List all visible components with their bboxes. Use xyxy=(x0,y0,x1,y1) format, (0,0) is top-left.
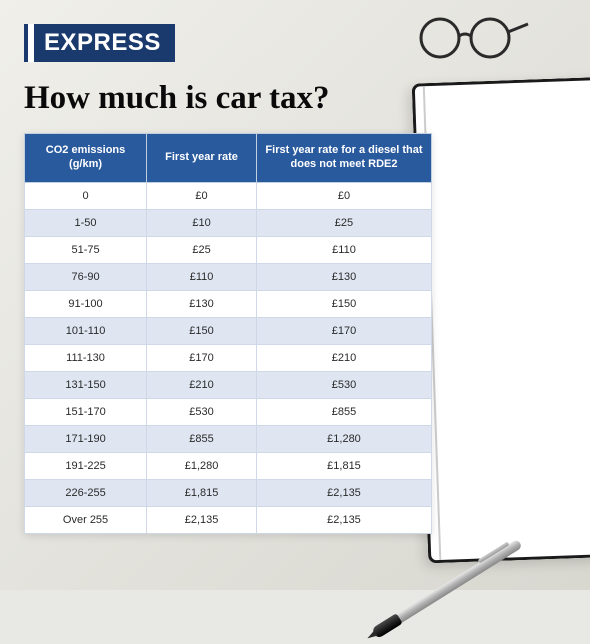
content-panel: EXPRESS How much is car tax? CO2 emissio… xyxy=(24,24,566,534)
table-cell: 101-110 xyxy=(25,317,147,344)
table-cell: £170 xyxy=(256,317,431,344)
col-first-year: First year rate xyxy=(147,134,257,183)
table-cell: £0 xyxy=(256,182,431,209)
table-cell: 76-90 xyxy=(25,263,147,290)
table-cell: £150 xyxy=(147,317,257,344)
table-cell: £130 xyxy=(147,290,257,317)
tax-table: CO2 emissions (g/km) First year rate Fir… xyxy=(24,133,432,534)
table-cell: £210 xyxy=(256,344,431,371)
table-cell: 171-190 xyxy=(25,425,147,452)
page-title: How much is car tax? xyxy=(24,80,566,117)
table-cell: 51-75 xyxy=(25,236,147,263)
table-cell: £210 xyxy=(147,371,257,398)
table-row: 1-50£10£25 xyxy=(25,209,432,236)
table-row: 51-75£25£110 xyxy=(25,236,432,263)
table-cell: £110 xyxy=(147,263,257,290)
col-co2: CO2 emissions (g/km) xyxy=(25,134,147,183)
table-row: 131-150£210£530 xyxy=(25,371,432,398)
table-cell: £2,135 xyxy=(256,506,431,533)
col-diesel: First year rate for a diesel that does n… xyxy=(256,134,431,183)
table-cell: £170 xyxy=(147,344,257,371)
table-row: 0£0£0 xyxy=(25,182,432,209)
table-header-row: CO2 emissions (g/km) First year rate Fir… xyxy=(25,134,432,183)
table-cell: £1,280 xyxy=(256,425,431,452)
brand-logo-text: EXPRESS xyxy=(28,24,175,62)
table-row: 226-255£1,815£2,135 xyxy=(25,479,432,506)
table-cell: 91-100 xyxy=(25,290,147,317)
table-cell: 131-150 xyxy=(25,371,147,398)
table-cell: £530 xyxy=(256,371,431,398)
table-cell: £855 xyxy=(147,425,257,452)
table-cell: 151-170 xyxy=(25,398,147,425)
table-cell: 1-50 xyxy=(25,209,147,236)
table-cell: £110 xyxy=(256,236,431,263)
table-row: 111-130£170£210 xyxy=(25,344,432,371)
brand-logo: EXPRESS xyxy=(24,24,175,62)
table-row: 151-170£530£855 xyxy=(25,398,432,425)
table-cell: 0 xyxy=(25,182,147,209)
table-cell: £130 xyxy=(256,263,431,290)
table-row: Over 255£2,135£2,135 xyxy=(25,506,432,533)
table-cell: £25 xyxy=(147,236,257,263)
table-cell: £1,815 xyxy=(256,452,431,479)
table-cell: Over 255 xyxy=(25,506,147,533)
table-cell: £2,135 xyxy=(147,506,257,533)
table-cell: £530 xyxy=(147,398,257,425)
table-row: 76-90£110£130 xyxy=(25,263,432,290)
table-row: 91-100£130£150 xyxy=(25,290,432,317)
table-cell: £855 xyxy=(256,398,431,425)
tax-table-container: CO2 emissions (g/km) First year rate Fir… xyxy=(24,133,432,534)
table-cell: £1,815 xyxy=(147,479,257,506)
table-cell: £1,280 xyxy=(147,452,257,479)
table-cell: £25 xyxy=(256,209,431,236)
table-cell: 226-255 xyxy=(25,479,147,506)
table-cell: £150 xyxy=(256,290,431,317)
table-cell: 191-225 xyxy=(25,452,147,479)
table-row: 171-190£855£1,280 xyxy=(25,425,432,452)
table-cell: 111-130 xyxy=(25,344,147,371)
table-cell: £0 xyxy=(147,182,257,209)
table-cell: £10 xyxy=(147,209,257,236)
table-row: 191-225£1,280£1,815 xyxy=(25,452,432,479)
table-cell: £2,135 xyxy=(256,479,431,506)
table-row: 101-110£150£170 xyxy=(25,317,432,344)
